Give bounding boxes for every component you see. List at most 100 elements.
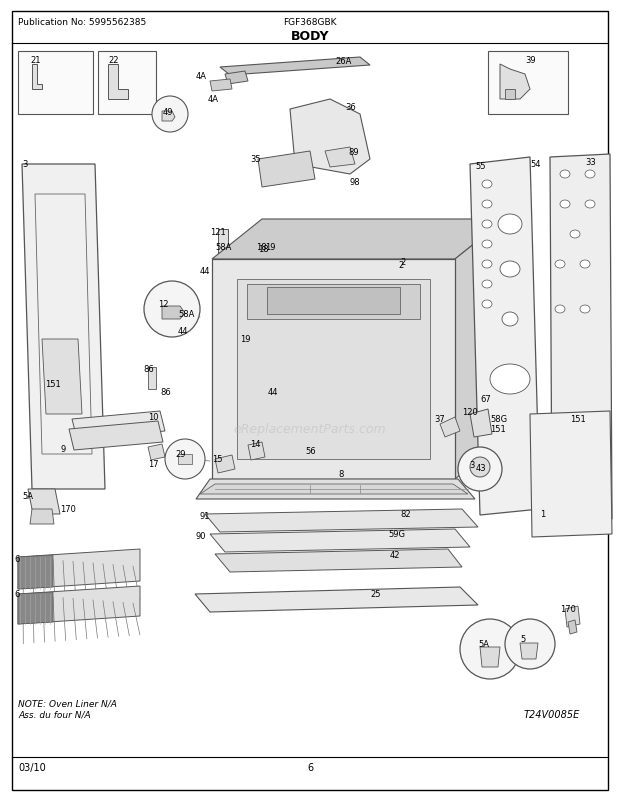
Polygon shape [195,587,478,612]
Polygon shape [470,410,492,437]
Circle shape [144,282,200,338]
Text: 5A: 5A [22,492,33,500]
Text: 44: 44 [200,267,211,276]
Ellipse shape [482,261,492,269]
Text: 26A: 26A [335,57,352,66]
Text: 44: 44 [268,387,278,396]
Polygon shape [505,90,515,100]
Bar [148,367,156,390]
Text: 151: 151 [570,415,586,423]
Bar [98,52,156,115]
Ellipse shape [498,215,522,235]
Text: 170: 170 [60,504,76,513]
Text: 37: 37 [434,415,445,423]
Polygon shape [500,65,530,100]
Polygon shape [162,111,175,122]
Ellipse shape [490,365,530,395]
Text: 67: 67 [480,395,491,403]
Polygon shape [30,509,54,525]
Ellipse shape [580,261,590,269]
Text: 3: 3 [22,160,27,168]
Polygon shape [210,529,470,553]
Polygon shape [148,444,165,460]
Polygon shape [212,260,455,480]
Text: 56: 56 [305,447,316,456]
Polygon shape [32,65,42,90]
Text: 12: 12 [158,300,169,309]
Text: 2: 2 [398,261,403,269]
Ellipse shape [555,306,565,314]
Polygon shape [225,72,248,85]
Bar [218,229,228,274]
Polygon shape [440,418,460,437]
Text: 18: 18 [258,245,268,253]
Text: 4A: 4A [208,95,219,104]
Circle shape [165,439,205,480]
Text: 36: 36 [345,103,356,111]
Polygon shape [325,148,355,168]
Text: NOTE: Oven Liner N/A: NOTE: Oven Liner N/A [18,699,117,708]
Polygon shape [18,549,140,589]
Text: 151: 151 [45,379,61,388]
Polygon shape [18,592,53,624]
Polygon shape [220,58,370,76]
Text: 39: 39 [525,56,536,65]
Text: 55: 55 [475,162,485,171]
Polygon shape [22,164,105,489]
Polygon shape [72,411,165,439]
Text: 1: 1 [540,509,545,518]
Text: 14: 14 [250,439,260,448]
Polygon shape [258,152,315,188]
Polygon shape [455,220,505,480]
Text: 29: 29 [175,449,185,459]
Text: FGF368GBK: FGF368GBK [283,18,337,27]
Text: 86: 86 [160,387,171,396]
Text: 82: 82 [400,509,410,518]
Polygon shape [69,422,163,451]
Ellipse shape [500,261,520,277]
Polygon shape [42,339,82,415]
Ellipse shape [580,306,590,314]
Text: 22: 22 [108,56,118,65]
Circle shape [460,619,520,679]
Polygon shape [237,280,430,460]
Text: 170: 170 [560,604,576,614]
Text: 15: 15 [212,455,223,464]
Polygon shape [108,65,128,100]
Text: 19: 19 [240,334,250,343]
Text: 3: 3 [469,460,474,469]
Polygon shape [520,643,538,659]
Text: 5: 5 [520,634,525,643]
Text: 17: 17 [148,460,159,468]
Text: 5A: 5A [478,639,489,648]
Polygon shape [290,100,370,175]
Ellipse shape [482,200,492,209]
Text: 19: 19 [265,243,275,252]
Ellipse shape [560,171,570,179]
Polygon shape [215,456,235,473]
Polygon shape [215,549,462,573]
Polygon shape [212,220,505,260]
Text: 44: 44 [178,326,188,335]
Text: 25: 25 [370,589,381,598]
Text: 6: 6 [14,554,19,563]
Polygon shape [262,220,505,439]
Polygon shape [28,489,60,514]
Ellipse shape [482,281,492,289]
Text: 4A: 4A [196,72,207,81]
Ellipse shape [482,241,492,249]
Circle shape [458,448,502,492]
Ellipse shape [570,231,580,239]
Circle shape [470,457,490,477]
Ellipse shape [482,221,492,229]
Polygon shape [550,155,612,521]
Text: 54: 54 [530,160,541,168]
Text: 151: 151 [490,424,506,433]
Ellipse shape [585,200,595,209]
Bar [178,455,192,464]
Circle shape [152,97,188,133]
Text: Publication No: 5995562385: Publication No: 5995562385 [18,18,146,27]
Text: 21: 21 [30,56,40,65]
Polygon shape [18,555,53,589]
Bar [18,52,93,115]
